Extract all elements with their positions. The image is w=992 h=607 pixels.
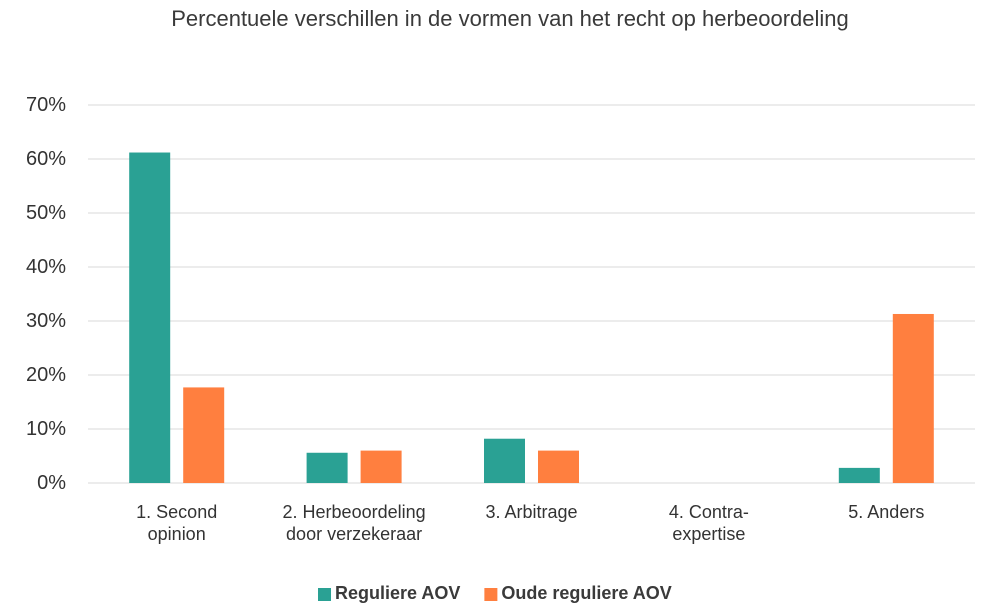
bar: [183, 387, 225, 483]
bar: [892, 313, 934, 483]
legend-swatch: [484, 588, 498, 601]
chart-title: Percentuele verschillen in de vormen van…: [171, 6, 849, 31]
legend-label: Reguliere AOV: [335, 583, 461, 603]
bar: [306, 452, 348, 483]
bar: [838, 467, 880, 483]
y-tick-label: 40%: [25, 256, 66, 278]
bar: [538, 450, 579, 483]
y-tick-label: 30%: [25, 310, 66, 332]
bar: [484, 438, 525, 483]
x-tick-label: 5. Anders: [848, 502, 925, 522]
x-tick-label: 2. Herbeoordeling door verzekeraar: [282, 502, 426, 544]
y-tick-label: 0%: [37, 472, 66, 494]
x-tick-label: 1. Second opinion: [136, 502, 218, 544]
x-tick-label: 4. Contra- expertise: [668, 502, 749, 544]
legend-label: Oude reguliere AOV: [501, 583, 672, 603]
y-tick-label: 50%: [25, 202, 66, 224]
y-tick-label: 60%: [25, 148, 66, 170]
y-tick-label: 10%: [25, 418, 66, 440]
y-tick-label: 70%: [25, 94, 66, 116]
x-tick-label: 3. Arbitrage: [485, 502, 578, 522]
legend-swatch: [318, 588, 331, 601]
y-tick-label: 20%: [25, 364, 66, 386]
bar: [360, 450, 402, 483]
bar: [129, 152, 171, 483]
